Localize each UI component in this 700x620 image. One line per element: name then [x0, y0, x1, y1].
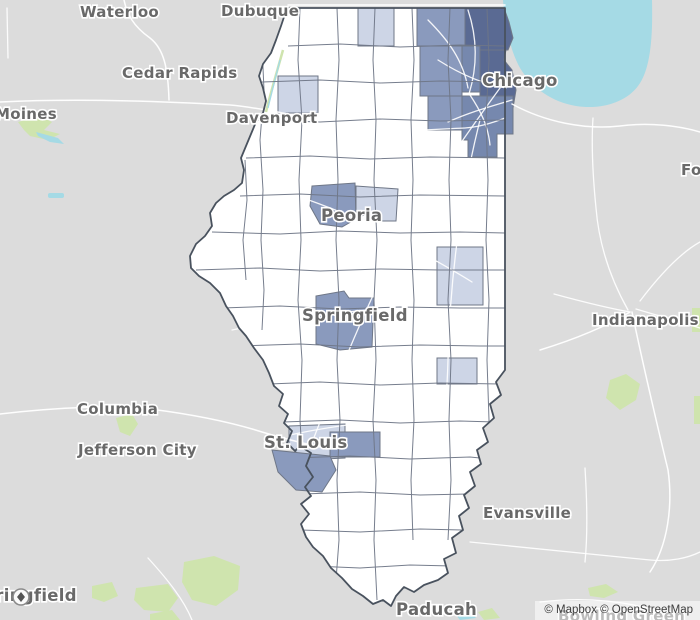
park-shape	[116, 414, 138, 436]
county-winnebago-mchenry[interactable]	[416, 7, 466, 47]
county-kendall-grundy[interactable]	[427, 95, 463, 131]
road-line	[553, 293, 631, 313]
road-line	[591, 117, 629, 311]
lake-michigan	[503, 0, 653, 108]
park-shape	[606, 374, 640, 410]
road-line	[0, 406, 321, 448]
city-label-indianapolis: Indianapolis	[592, 311, 699, 329]
county-peoria[interactable]	[309, 182, 357, 228]
road-line	[467, 9, 476, 95]
county-st-clair[interactable]	[271, 449, 337, 493]
county-woodford[interactable]	[355, 185, 399, 222]
park-shape	[692, 308, 700, 332]
city-label-jefferson-city: Jefferson City	[77, 441, 197, 459]
road-line	[262, 117, 506, 141]
park-shape	[92, 582, 118, 602]
city-label-springfield-mo-clipped: Springfield	[0, 586, 77, 605]
road-line	[631, 311, 671, 573]
lakeshore-road	[511, 103, 700, 133]
road-line	[635, 308, 700, 329]
park-shape	[588, 584, 618, 598]
park-shape	[182, 556, 240, 606]
road-line	[6, 7, 9, 59]
county-champaign[interactable]	[436, 246, 484, 306]
lake-shape	[48, 193, 64, 198]
road-line	[309, 87, 501, 449]
river-edge-blue	[267, 59, 281, 109]
city-label-fort-wayne-clipped: Fort	[681, 161, 700, 179]
city-label-waterloo: Waterloo	[80, 3, 159, 21]
county-coles[interactable]	[436, 357, 478, 385]
city-label-chicago: Chicago	[482, 71, 558, 90]
river-shape	[452, 608, 476, 620]
road-line	[427, 19, 469, 89]
road-line	[399, 119, 481, 581]
city-label-dubuque: Dubuque	[221, 2, 299, 20]
road-line	[123, 0, 170, 101]
road-line	[539, 311, 631, 351]
county-henry[interactable]	[277, 75, 319, 114]
road-line	[231, 308, 379, 331]
capitol-icon	[12, 588, 30, 606]
park-areas	[18, 116, 700, 620]
county-borders	[195, 8, 505, 601]
city-label-davenport: Davenport	[226, 109, 318, 127]
park-shape	[18, 116, 60, 140]
road-line	[469, 541, 700, 562]
city-label-paducah: Paducah	[396, 600, 477, 619]
city-label-peoria: Peoria	[321, 206, 382, 225]
small-water-areas	[36, 132, 476, 620]
road-line	[147, 557, 193, 620]
illinois-outline	[189, 7, 506, 607]
city-label-springfield: Springfield	[302, 306, 408, 325]
city-label-evansville: Evansville	[483, 504, 571, 522]
city-label-st-louis: St. Louis	[264, 433, 348, 452]
park-shape	[150, 610, 180, 620]
attribution-text[interactable]: © Mapbox © OpenStreetMap	[544, 604, 693, 616]
road-line	[447, 99, 513, 123]
county-stephenson[interactable]	[357, 7, 395, 47]
city-label-des-moines: Moines	[0, 105, 57, 123]
road-line	[639, 241, 700, 302]
park-shape	[694, 396, 700, 424]
map-attribution[interactable]: © Mapbox © OpenStreetMap	[535, 601, 700, 620]
city-label-cedar-rapids: Cedar Rapids	[122, 64, 237, 82]
city-label-columbia: Columbia	[77, 400, 158, 418]
lake-shape	[36, 132, 64, 144]
road-line	[437, 59, 507, 89]
park-shape	[478, 608, 500, 620]
road-line	[584, 467, 588, 563]
park-shape	[134, 584, 178, 612]
road-line	[469, 94, 491, 146]
